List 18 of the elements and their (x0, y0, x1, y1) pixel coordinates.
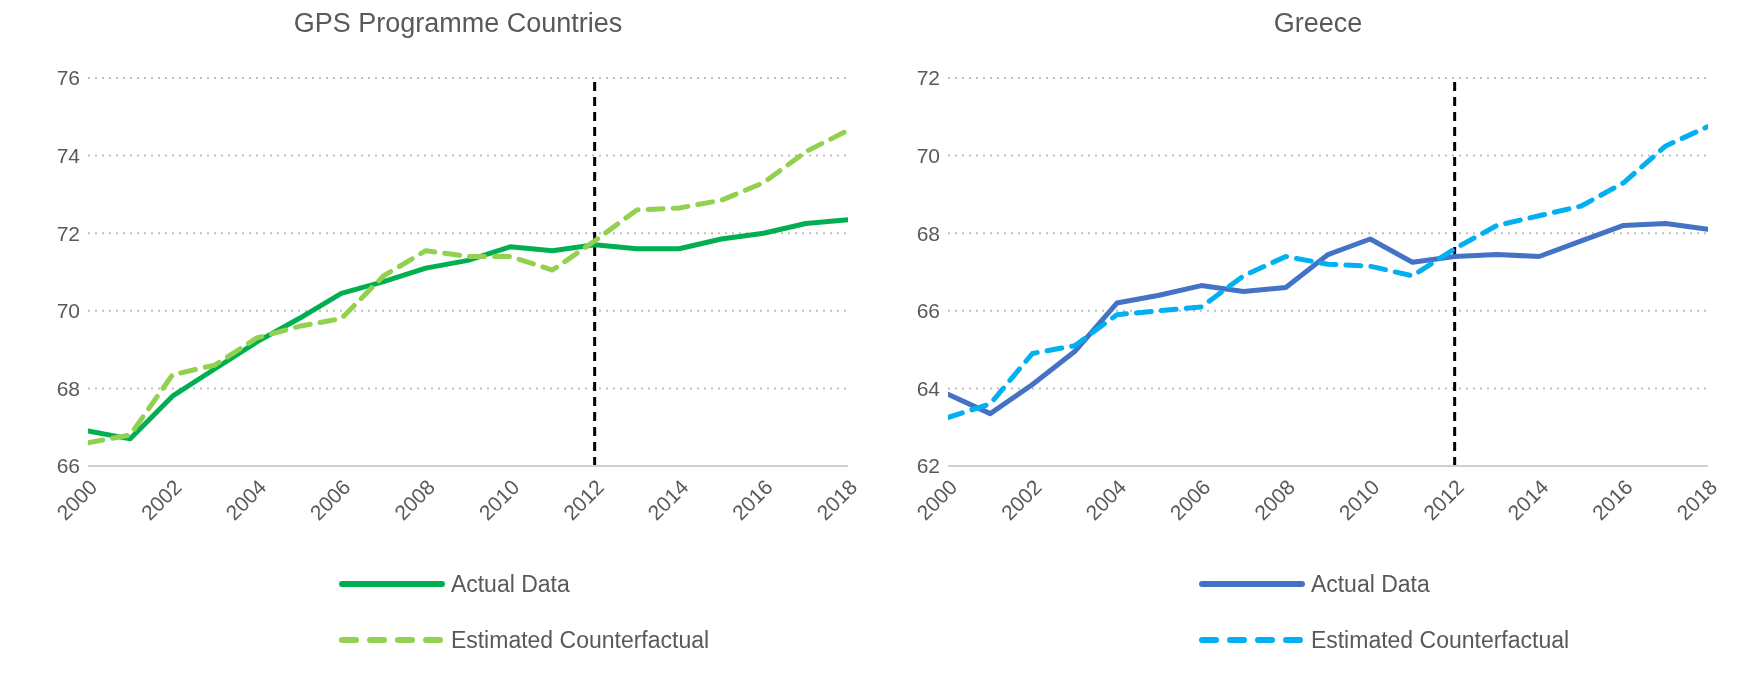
chart-title: GPS Programme Countries (292, 8, 624, 40)
y-tick-label: 66 (916, 299, 940, 323)
legend-label: Actual Data (1310, 570, 1430, 598)
legend-label: Actual Data (450, 570, 570, 598)
y-tick-label: 72 (916, 66, 940, 90)
y-tick-label: 62 (916, 454, 940, 478)
y-tick-label: 68 (56, 376, 80, 400)
y-tick-label: 72 (56, 221, 80, 245)
y-tick-label: 74 (56, 144, 81, 168)
legend-label: Estimated Counterfactual (450, 626, 710, 654)
legend-label: Estimated Counterfactual (1310, 626, 1570, 654)
y-tick-label: 68 (916, 221, 940, 245)
y-tick-label: 70 (56, 299, 80, 323)
y-tick-label: 70 (916, 144, 940, 168)
y-tick-label: 66 (56, 454, 80, 478)
y-tick-label: 76 (56, 66, 80, 90)
chart-title: Greece (1272, 8, 1364, 40)
y-tick-label: 64 (916, 376, 941, 400)
